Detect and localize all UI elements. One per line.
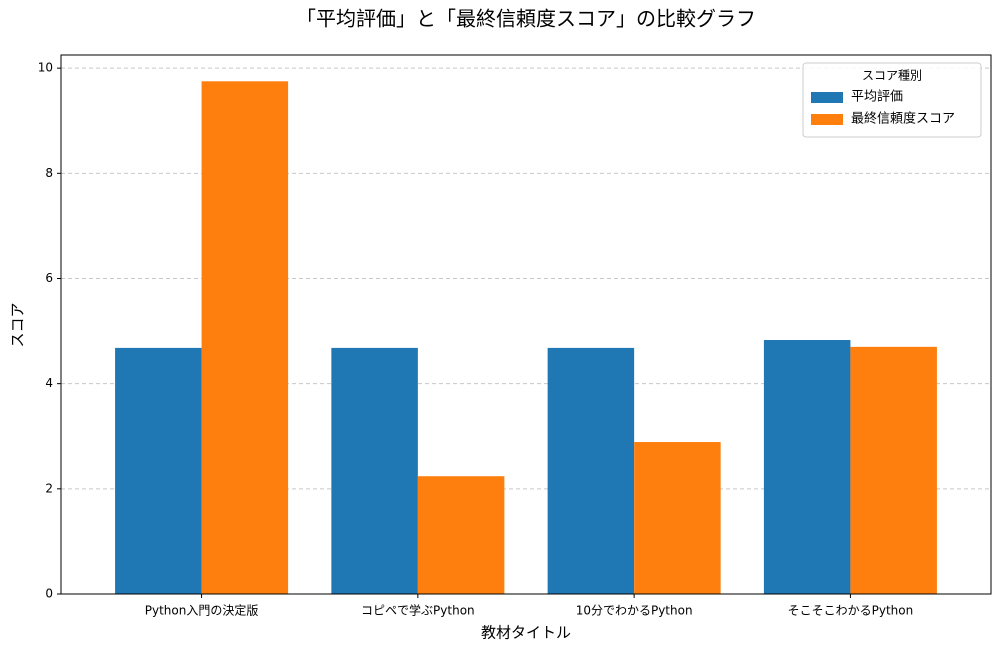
bar — [417, 476, 505, 594]
x-axis-label: 教材タイトル — [481, 624, 571, 642]
bar — [634, 442, 721, 594]
bar — [547, 347, 635, 594]
legend-swatch — [811, 114, 843, 125]
bar — [850, 346, 937, 594]
y-tick-label: 10 — [38, 61, 53, 75]
x-tick-label: コピペで学ぶPython — [361, 603, 475, 618]
plot-frame — [60, 54, 992, 595]
y-tick-label: 8 — [45, 166, 53, 180]
chart-title: 「平均評価」と「最終信頼度スコア」の比較グラフ — [296, 7, 756, 31]
y-tick-label: 4 — [45, 376, 53, 390]
x-tick-label: Python入門の決定版 — [145, 603, 259, 618]
x-tick-label: そこそこわかるPython — [788, 604, 914, 618]
y-tick-label: 2 — [45, 481, 53, 495]
y-tick-label: 0 — [45, 587, 53, 601]
legend-label: 最終信頼度スコア — [851, 111, 955, 127]
y-axis-label: スコア — [9, 302, 27, 347]
bar — [201, 81, 289, 595]
bar — [331, 347, 418, 594]
legend-swatch — [811, 92, 843, 103]
legend-label: 平均評価 — [851, 90, 903, 105]
legend-box — [802, 62, 982, 138]
bar — [763, 340, 851, 594]
legend-title: スコア種別 — [862, 69, 922, 83]
bar — [115, 347, 202, 594]
x-tick-label: 10分でわかるPython — [576, 604, 693, 618]
y-tick-label: 6 — [45, 271, 53, 285]
